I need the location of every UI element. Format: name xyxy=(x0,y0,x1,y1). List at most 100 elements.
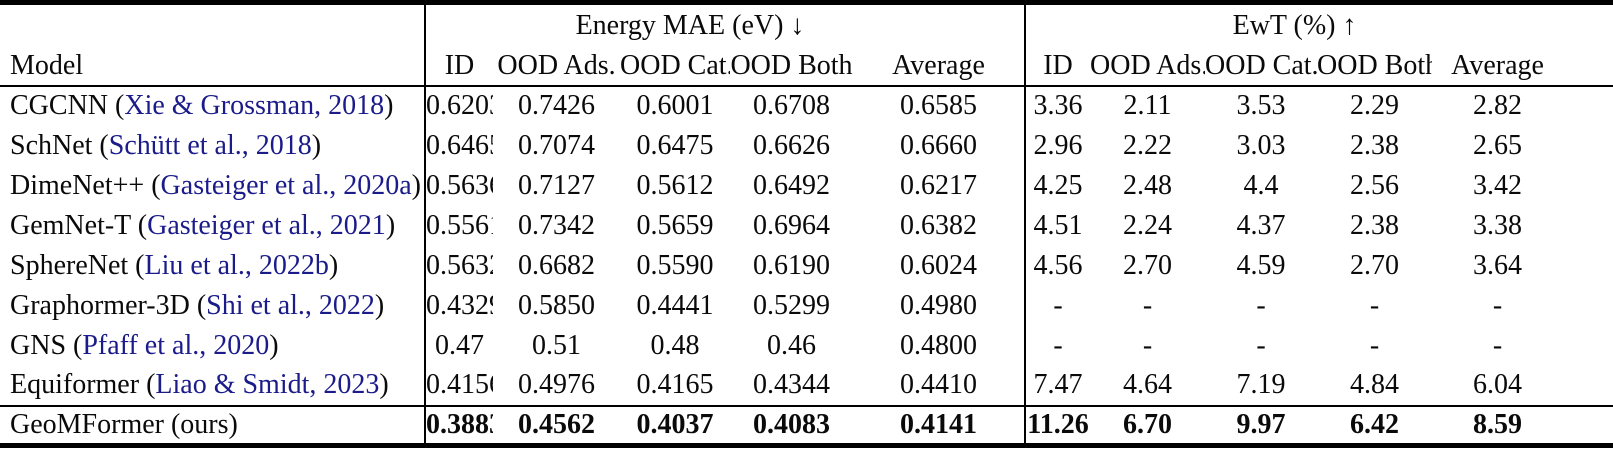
energy-mae-id-value: 0.6203 xyxy=(424,85,493,126)
table-row: SphereNet (Liu et al., 2022b) 0.5632 0.6… xyxy=(0,245,1613,286)
model-cell: Graphormer-3D (Shi et al., 2022) xyxy=(0,286,425,326)
ewt-ood-ads-value: - xyxy=(1142,289,1153,321)
ewt-ood-both-value: 2.56 xyxy=(1350,169,1400,201)
energy-mae-ood-ads-value: 0.7127 xyxy=(518,169,595,201)
energy-mae-ood-both-value: 0.5299 xyxy=(753,289,830,321)
ewt-ood-cat-value: 4.37 xyxy=(1236,209,1286,241)
ewt-ood-both-value: 6.42 xyxy=(1317,404,1433,446)
citation-link[interactable]: Shi et al., 2022 xyxy=(206,289,375,321)
ewt-ood-cat-value: 4.4 xyxy=(1243,169,1279,201)
energy-mae-average-value: 0.4800 xyxy=(900,329,977,361)
energy-mae-id-value: 0.6465 xyxy=(424,125,493,166)
citation-link[interactable]: Liu et al., 2022b xyxy=(144,249,329,281)
energy-mae-average-value: 0.4980 xyxy=(900,289,977,321)
model-name: CGCNN ( xyxy=(10,90,125,121)
ewt-id-value: 3.36 xyxy=(1024,85,1091,126)
ewt-id-value: 4.51 xyxy=(1024,205,1091,246)
ewt-ood-both-value: - xyxy=(1369,289,1380,321)
group-header-row: Energy MAE (eV) ↓ EwT (%) ↑ xyxy=(0,2,1613,47)
model-name-suffix: ) xyxy=(384,90,394,121)
energy-mae-ood-both-value: 0.4083 xyxy=(730,404,853,446)
energy-mae-ood-ads-value: 0.7426 xyxy=(518,90,595,121)
energy-mae-ood-ads-value: 0.51 xyxy=(532,329,581,361)
ewt-ood-both-value: - xyxy=(1369,329,1380,361)
ewt-id-value: 4.25 xyxy=(1024,165,1091,206)
column-header-energy-ood-cat: OOD Cat. xyxy=(620,46,730,87)
model-column-spacer xyxy=(0,3,425,47)
ewt-average-value: 6.04 xyxy=(1473,369,1523,400)
citation-link[interactable]: Schütt et al., 2018 xyxy=(108,129,312,161)
ewt-average-value: 3.38 xyxy=(1473,209,1523,241)
ewt-average-value: 2.82 xyxy=(1473,90,1523,121)
citation-link[interactable]: Liao & Smidt, 2023 xyxy=(155,369,380,400)
energy-mae-ood-both-value: 0.4344 xyxy=(753,369,830,400)
ewt-average-value: 2.65 xyxy=(1473,129,1523,161)
table-row: GemNet-T (Gasteiger et al., 2021) 0.5561… xyxy=(0,205,1613,246)
table-row: GNS (Pfaff et al., 2020) 0.47 0.51 0.48 … xyxy=(0,325,1613,366)
energy-mae-id-value: 0.47 xyxy=(424,325,493,366)
energy-mae-ood-ads-value: 0.5850 xyxy=(518,289,595,321)
model-name: Graphormer-3D ( xyxy=(10,289,207,321)
energy-mae-ood-both-value: 0.6964 xyxy=(753,209,830,241)
column-header-ewt-ood-both: OOD Both xyxy=(1317,46,1433,87)
column-header-ewt-id: ID xyxy=(1024,46,1091,87)
energy-mae-id-value: 0.4156 xyxy=(424,365,493,406)
ewt-average-value: 8.59 xyxy=(1432,404,1613,446)
citation-link[interactable]: Pfaff et al., 2020 xyxy=(82,329,270,361)
energy-mae-ood-cat-value: 0.48 xyxy=(650,329,700,361)
ewt-ood-cat-value: 3.03 xyxy=(1236,129,1286,161)
energy-mae-average-value: 0.6217 xyxy=(900,169,977,201)
energy-mae-average-value: 0.4410 xyxy=(900,369,977,400)
model-name: SphereNet ( xyxy=(10,249,145,281)
energy-mae-average-value: 0.6024 xyxy=(900,249,977,281)
model-name: GeoMFormer (ours) xyxy=(10,408,238,440)
energy-mae-average-value: 0.6660 xyxy=(900,129,977,161)
energy-mae-ood-cat-value: 0.4441 xyxy=(636,289,714,321)
energy-mae-ood-ads-value: 0.4562 xyxy=(493,404,620,446)
table-row: Graphormer-3D (Shi et al., 2022) 0.4329 … xyxy=(0,285,1613,326)
ewt-ood-cat-value: 9.97 xyxy=(1205,404,1318,446)
column-group-ewt: EwT (%) ↑ xyxy=(1024,2,1613,47)
model-cell: GeoMFormer (ours) xyxy=(0,404,425,446)
ewt-ood-cat-value: 7.19 xyxy=(1236,369,1286,400)
energy-mae-id-value: 0.5561 xyxy=(424,205,493,246)
model-name-suffix: ) xyxy=(328,249,339,281)
citation-link[interactable]: Gasteiger et al., 2020a xyxy=(160,169,412,201)
ewt-id-value: 2.96 xyxy=(1024,125,1091,166)
column-header-energy-average: Average xyxy=(853,46,1026,87)
energy-mae-ood-cat-value: 0.5590 xyxy=(636,249,714,281)
energy-mae-ood-both-value: 0.6190 xyxy=(753,249,830,281)
ewt-ood-ads-value: 4.64 xyxy=(1123,369,1173,400)
ewt-id-value: 4.56 xyxy=(1024,245,1091,286)
energy-mae-ood-ads-value: 0.7074 xyxy=(518,129,595,161)
column-header-ewt-average: Average xyxy=(1432,46,1613,87)
ewt-id-value: 11.26 xyxy=(1024,404,1091,446)
energy-mae-ood-both-value: 0.46 xyxy=(767,329,816,361)
model-name: DimeNet++ ( xyxy=(10,169,161,201)
ewt-ood-ads-value: 2.11 xyxy=(1123,90,1172,121)
table-row: Equiformer (Liao & Smidt, 2023) 0.4156 0… xyxy=(0,365,1613,406)
energy-mae-ood-cat-value: 0.6475 xyxy=(636,129,714,161)
citation-link[interactable]: Gasteiger et al., 2021 xyxy=(147,209,386,241)
energy-mae-ood-cat-value: 0.4037 xyxy=(620,404,730,446)
citation-link[interactable]: Xie & Grossman, 2018 xyxy=(124,90,385,121)
ewt-ood-both-value: 2.38 xyxy=(1350,129,1400,161)
energy-mae-ood-both-value: 0.6708 xyxy=(753,90,830,121)
model-name: SchNet ( xyxy=(10,129,109,161)
ewt-id-value: - xyxy=(1024,325,1091,366)
ewt-ood-both-value: 2.38 xyxy=(1350,209,1400,241)
energy-mae-ood-ads-value: 0.7342 xyxy=(518,209,595,241)
ewt-average-value: - xyxy=(1492,289,1503,321)
energy-mae-id-value: 0.5632 xyxy=(424,245,493,286)
model-cell: CGCNN (Xie & Grossman, 2018) xyxy=(0,86,425,126)
energy-mae-average-value: 0.6585 xyxy=(900,90,977,121)
energy-mae-ood-both-value: 0.6492 xyxy=(753,169,830,201)
energy-mae-average-value: 0.4141 xyxy=(853,404,1026,446)
ewt-ood-both-value: 2.29 xyxy=(1350,90,1400,121)
energy-mae-ood-cat-value: 0.6001 xyxy=(636,90,714,121)
ewt-id-value: - xyxy=(1024,285,1091,326)
column-header-ewt-ood-cat: OOD Cat. xyxy=(1205,46,1318,87)
table-row: SchNet (Schütt et al., 2018) 0.6465 0.70… xyxy=(0,125,1613,166)
